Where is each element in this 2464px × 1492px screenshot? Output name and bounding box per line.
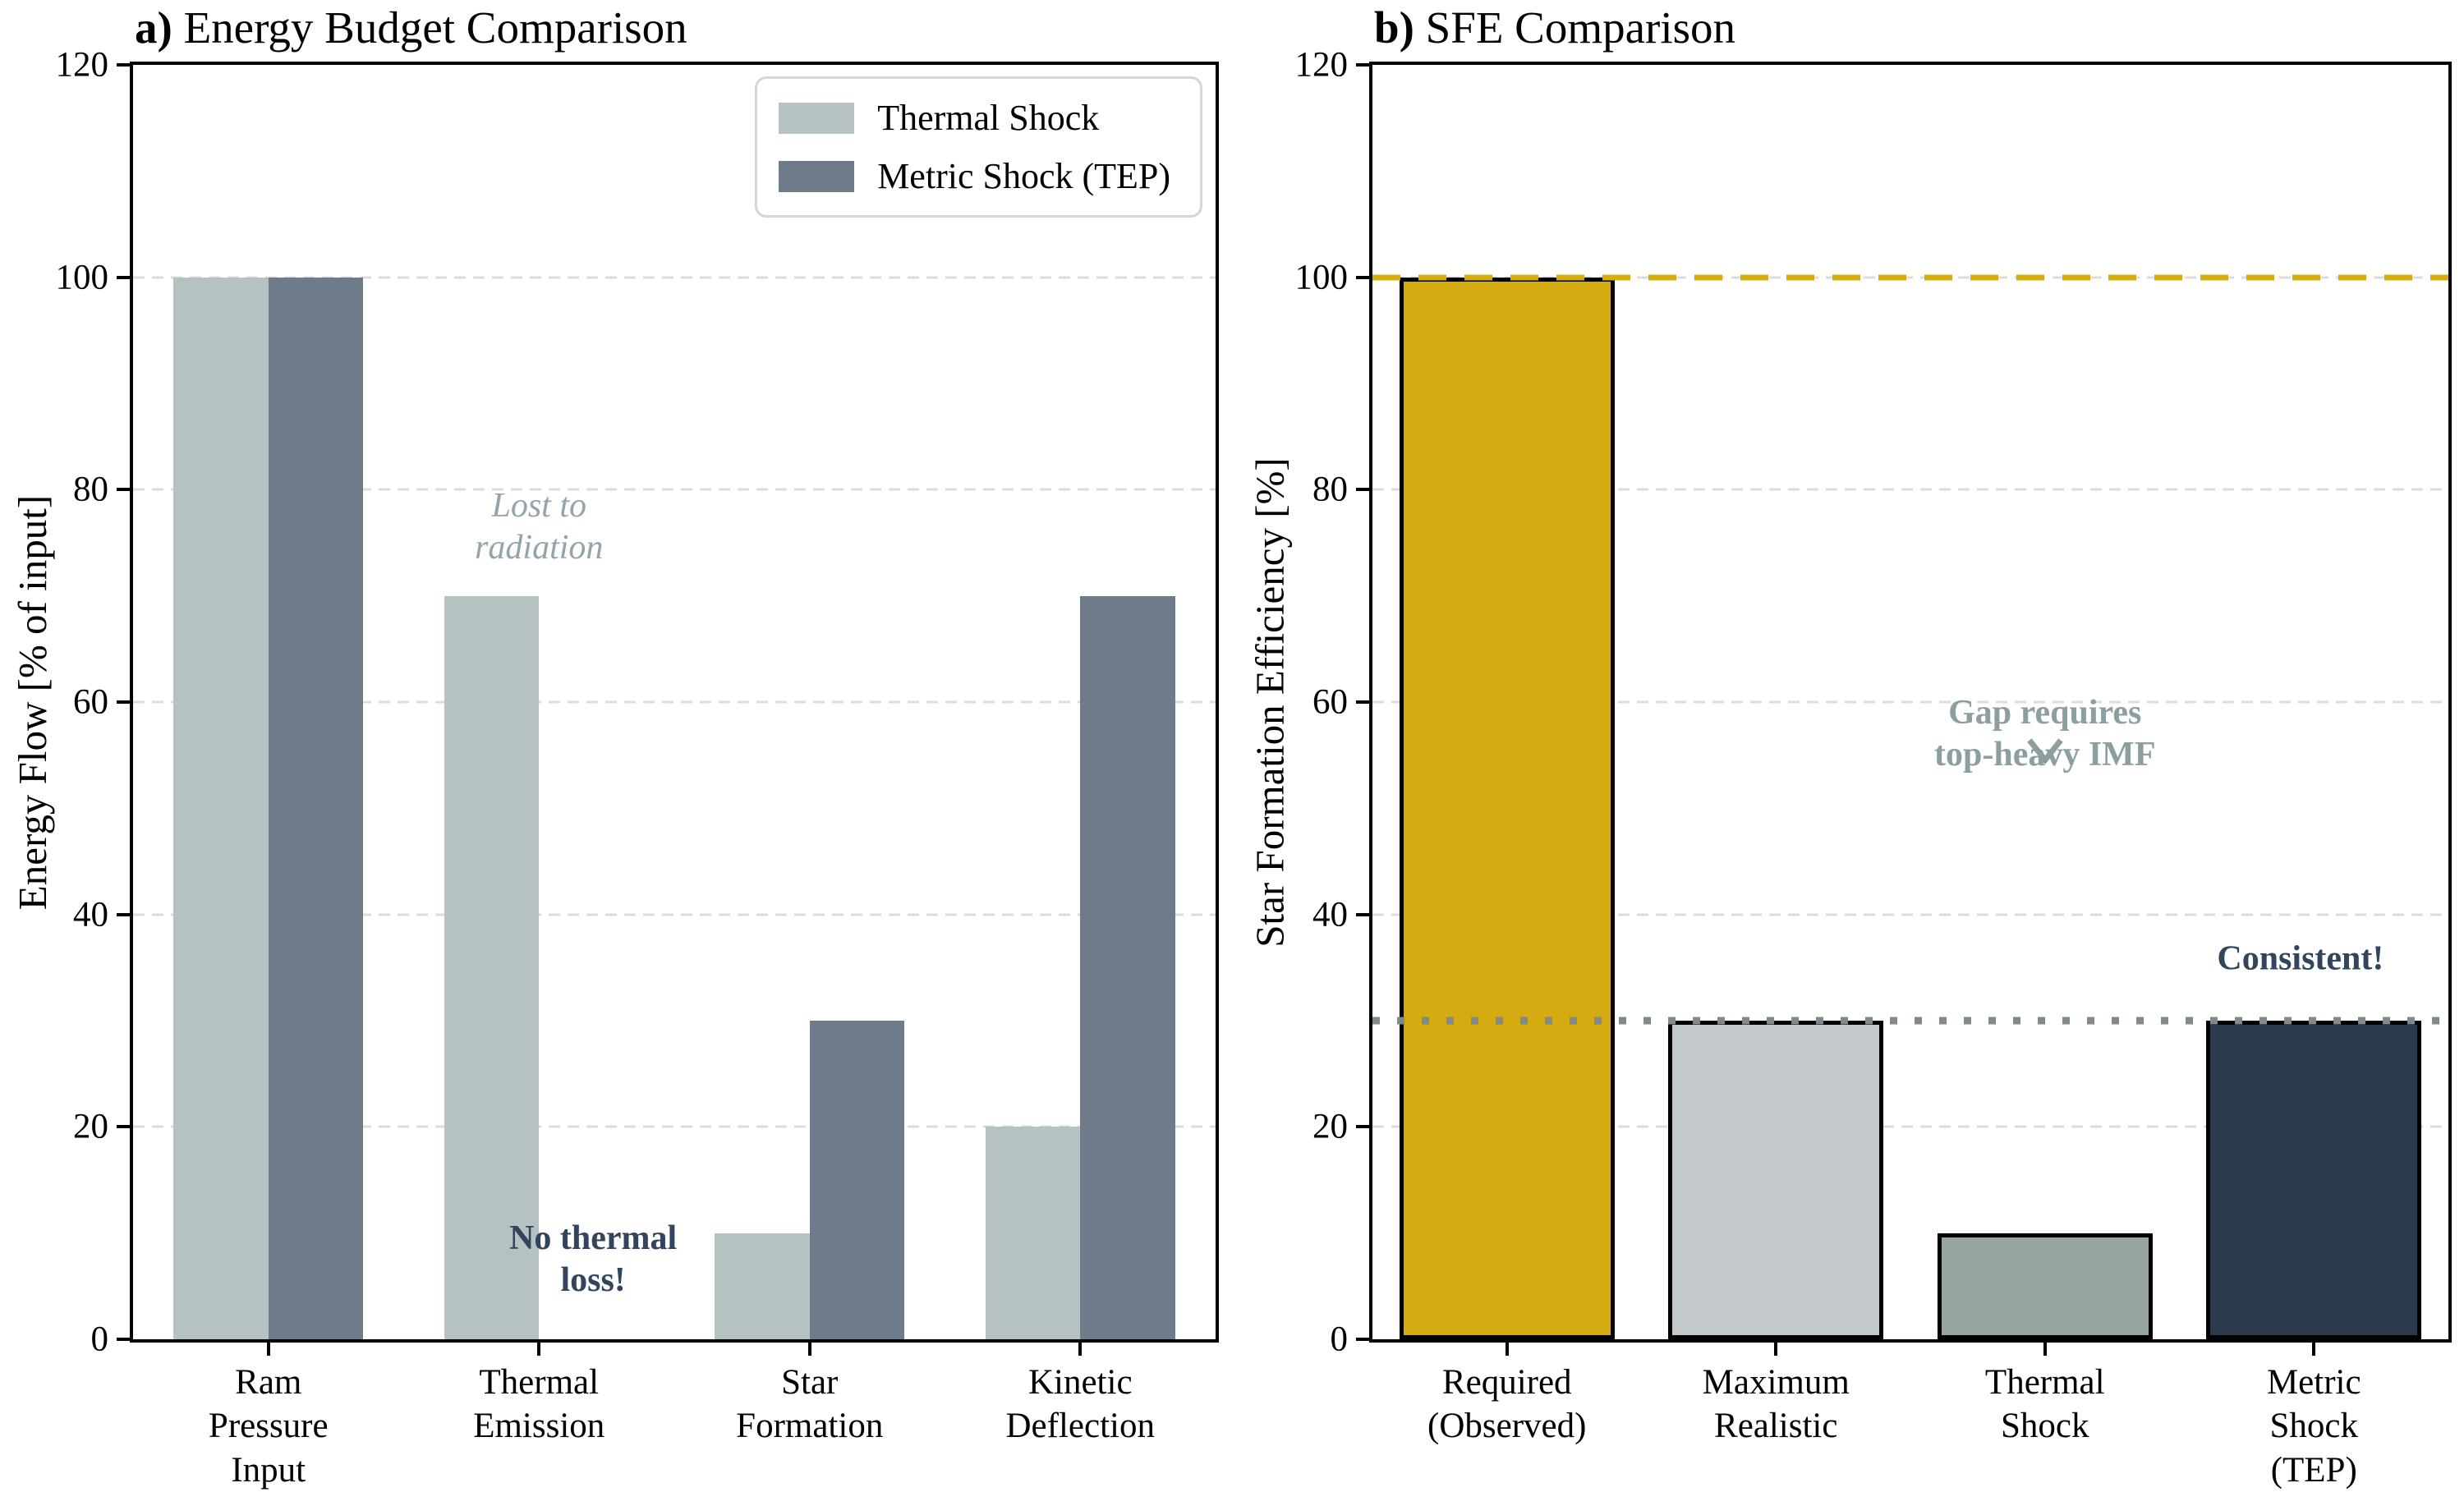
gridline-80 bbox=[133, 488, 1216, 491]
y-tick-label-0: 0 bbox=[90, 1320, 109, 1359]
y-tick-40 bbox=[117, 912, 130, 916]
y-tick-label-0: 0 bbox=[1330, 1320, 1349, 1359]
y-tick-40 bbox=[1356, 912, 1369, 916]
y-tick-100 bbox=[117, 275, 130, 279]
y-tick-label-20: 20 bbox=[73, 1107, 108, 1146]
x-tick-required-observed bbox=[1505, 1343, 1509, 1356]
legend-label-metric-shock-tep: Metric Shock (TEP) bbox=[877, 156, 1170, 196]
y-tick-60 bbox=[1356, 700, 1369, 704]
bar-metric-shock-tep-ram-pressure-input bbox=[268, 277, 364, 1339]
y-tick-label-120: 120 bbox=[55, 45, 109, 85]
legend-swatch-thermal-shock bbox=[779, 102, 855, 134]
x-tick-label-ram-pressure-input: Ram Pressure Input bbox=[208, 1363, 329, 1490]
y-tick-label-100: 100 bbox=[1294, 258, 1349, 297]
x-tick-label-maximum-realistic: Maximum Realistic bbox=[1702, 1363, 1850, 1446]
x-tick-thermal-shock bbox=[2043, 1343, 2047, 1356]
x-tick-maximum-realistic bbox=[1774, 1343, 1778, 1356]
down-arrow-icon bbox=[2026, 738, 2064, 769]
plot-area-sfe: 0 20 40 60 80 100 120 Required (Observed) Maximu… bbox=[1295, 46, 2452, 1490]
annotation-consistent: Consistent! bbox=[2217, 939, 2384, 978]
bar-metric-shock-tep-star-formation bbox=[809, 1021, 905, 1339]
bar-thermal-shock-kinetic-deflection bbox=[985, 1127, 1081, 1339]
gridline-60 bbox=[133, 700, 1216, 704]
gridline-20 bbox=[133, 1125, 1216, 1128]
y-tick-80 bbox=[117, 488, 130, 492]
legend: Thermal Shock Metric Shock (TEP) bbox=[755, 76, 1202, 218]
bar-required-observed bbox=[1399, 277, 1615, 1339]
x-tick-ram-pressure-input bbox=[266, 1343, 270, 1356]
annotation-lost-to: Lost to radiation bbox=[475, 486, 604, 567]
x-tick-label-required-observed: Required (Observed) bbox=[1427, 1363, 1587, 1446]
panel-b-title-text: SFE Comparison bbox=[1414, 2, 1736, 53]
y-tick-label-100: 100 bbox=[55, 258, 109, 297]
x-tick-label-thermal-shock: Thermal Shock bbox=[1984, 1363, 2105, 1446]
reference-line-100 bbox=[1372, 274, 2448, 281]
panel-a-ylabel: Energy Flow [% of input] bbox=[10, 494, 56, 910]
y-tick-label-60: 60 bbox=[73, 682, 108, 722]
gridline-60 bbox=[1372, 700, 2448, 704]
bar-thermal-shock bbox=[1937, 1233, 2153, 1339]
x-tick-metric-shock-tep bbox=[2312, 1343, 2316, 1356]
x-tick-label-thermal-emission: Thermal Emission bbox=[473, 1363, 605, 1446]
legend-label-thermal-shock: Thermal Shock bbox=[877, 98, 1100, 138]
annotation-gap-requires: Gap requires top-heavy IMF bbox=[1934, 693, 2156, 774]
y-tick-label-80: 80 bbox=[73, 470, 108, 509]
panel-a-title-text: Energy Budget Comparison bbox=[172, 2, 687, 53]
gridline-40 bbox=[1372, 913, 2448, 916]
annotation-no-thermal: No thermal loss! bbox=[509, 1219, 678, 1299]
bar-metric-shock-tep bbox=[2206, 1021, 2422, 1339]
panel-b-ylabel: Star Formation Efficiency [%] bbox=[1247, 457, 1293, 948]
y-tick-label-40: 40 bbox=[73, 895, 108, 934]
panel-a-title-prefix: a) bbox=[135, 2, 172, 53]
panel-b-title-prefix: b) bbox=[1374, 2, 1414, 53]
y-tick-80 bbox=[1356, 488, 1369, 492]
legend-swatch-metric-shock-tep bbox=[779, 160, 855, 192]
gridline-80 bbox=[1372, 488, 2448, 491]
x-tick-label-metric-shock-tep: Metric Shock (TEP) bbox=[2266, 1363, 2361, 1490]
x-tick-kinetic-deflection bbox=[1078, 1343, 1083, 1356]
bar-thermal-shock-ram-pressure-input bbox=[173, 277, 269, 1339]
y-tick-label-40: 40 bbox=[1312, 895, 1348, 934]
y-tick-label-20: 20 bbox=[1312, 1107, 1348, 1146]
x-tick-star-formation bbox=[807, 1343, 811, 1356]
y-tick-label-120: 120 bbox=[1294, 45, 1349, 85]
legend-item-metric-shock-tep: Metric Shock (TEP) bbox=[779, 155, 1170, 197]
panel-b-title: b) SFE Comparison bbox=[1374, 2, 1735, 53]
x-tick-label-kinetic-deflection: Kinetic Deflection bbox=[1005, 1363, 1155, 1446]
y-tick-20 bbox=[1356, 1125, 1369, 1129]
y-tick-label-60: 60 bbox=[1312, 682, 1348, 722]
plot-area-energy-budget: 0 20 40 60 80 100 120 Ram Pressure Input Thermal… bbox=[56, 46, 1219, 1490]
bar-thermal-shock-star-formation bbox=[715, 1233, 810, 1339]
bar-metric-shock-tep-kinetic-deflection bbox=[1080, 595, 1175, 1339]
x-tick-thermal-emission bbox=[537, 1343, 541, 1356]
y-tick-100 bbox=[1356, 275, 1369, 279]
y-tick-label-80: 80 bbox=[1312, 470, 1348, 509]
panel-a-title: a) Energy Budget Comparison bbox=[135, 2, 687, 53]
y-tick-60 bbox=[117, 700, 130, 704]
y-tick-0 bbox=[1356, 1338, 1369, 1341]
y-tick-20 bbox=[117, 1125, 130, 1129]
gridline-100 bbox=[133, 276, 1216, 279]
x-tick-label-star-formation: Star Formation bbox=[736, 1363, 884, 1446]
gridline-40 bbox=[133, 913, 1216, 916]
y-tick-0 bbox=[117, 1338, 130, 1341]
y-tick-120 bbox=[1356, 63, 1369, 67]
gridline-20 bbox=[1372, 1125, 2448, 1128]
bar-thermal-shock-thermal-emission bbox=[444, 595, 540, 1339]
legend-item-thermal-shock: Thermal Shock bbox=[779, 97, 1170, 139]
reference-line-30 bbox=[1372, 1017, 2448, 1025]
bar-maximum-realistic bbox=[1668, 1021, 1884, 1339]
y-tick-120 bbox=[117, 63, 130, 67]
